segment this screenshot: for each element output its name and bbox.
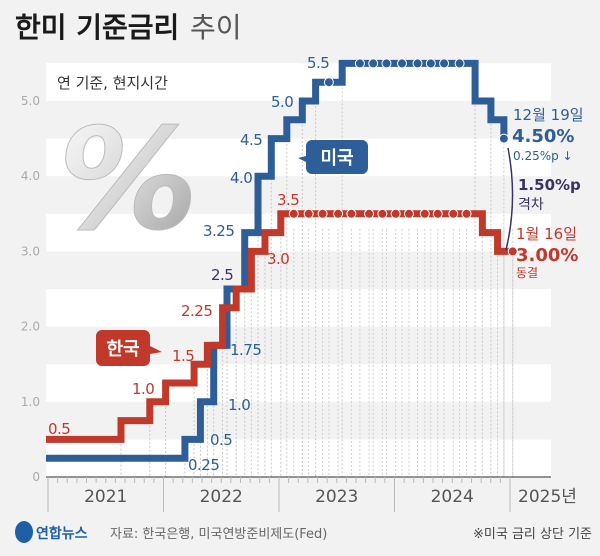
korea-label: 1.0 [132, 380, 154, 398]
x-tick-label: 2025년 [518, 487, 577, 507]
korea-label: 3.0 [267, 250, 289, 268]
korea-hold-dot [288, 208, 299, 219]
korea-hold-dot [461, 208, 472, 219]
y-axis: 0 1.0 2.0 3.0 4.0 5.0 [21, 94, 40, 484]
korea-value: 3.00% [516, 245, 578, 266]
korea-hold-dot [432, 208, 443, 219]
hold-dots [288, 58, 518, 257]
korea-date: 1월 16일 [516, 225, 577, 243]
korea-label: 3.5 [277, 191, 299, 209]
note: ※미국 금리 상단 기준 [473, 527, 592, 542]
us-label: 3.25 [203, 222, 234, 240]
grid-band [46, 138, 551, 177]
us-label: 4.5 [240, 131, 262, 149]
subtitle: 연 기준, 현지시간 [57, 74, 168, 92]
korea-labels: 0.5 1.0 1.5 2.25 3.0 3.5 [48, 191, 300, 438]
us-hold-dot [323, 77, 334, 88]
grid-band [46, 176, 551, 214]
korea-label: 1.5 [172, 347, 194, 365]
y-tick-label: 1.0 [21, 395, 40, 409]
us-label: 1.0 [228, 396, 250, 414]
y-tick-label: 4.0 [21, 169, 40, 183]
korea-hold-dot [303, 208, 314, 219]
y-tick-label: 0 [32, 470, 40, 484]
x-tick-label: 2021 [84, 487, 127, 507]
korea-hold-dot [448, 208, 459, 219]
us-value: 4.50% [512, 126, 574, 147]
us-rate-line [46, 59, 508, 462]
korea-hold-dot [346, 208, 357, 219]
korea-badge-label: 한국 [106, 339, 139, 360]
yonhap-logo-icon [15, 521, 33, 543]
us-label: 5.0 [271, 93, 293, 111]
y-tick-label: 5.0 [21, 94, 40, 108]
korea-hold-dot [377, 208, 388, 219]
gap-value: 1.50%p [518, 176, 581, 194]
us-hold-dot [354, 58, 365, 69]
us-hold-dot [425, 58, 436, 69]
korea-label: 0.5 [48, 420, 70, 438]
grid-band [46, 289, 551, 327]
us-label: 1.75 [230, 341, 261, 359]
korea-label: 2.25 [181, 302, 212, 320]
korea-hold-dot [317, 208, 328, 219]
us-label: 0.5 [210, 431, 232, 449]
us-labels: 0.25 0.5 1.0 1.75 2.5 3.25 4.0 4.5 5.0 5… [188, 54, 330, 474]
korea-hold-dot [333, 208, 344, 219]
title-bold: 한미 기준금리 [15, 11, 179, 44]
gap-label: 격차 [518, 197, 544, 213]
us-hold-dot [498, 133, 509, 144]
annotations: 12월 19일 4.50% 0.25%p ↓ 1.50%p 격차 1월 16일 … [512, 106, 584, 280]
percent-icon: % [58, 99, 198, 262]
us-hold-dot [396, 58, 407, 69]
korea-hold-dot [507, 246, 518, 257]
us-label: 0.25 [188, 456, 219, 474]
korea-hold-dot [403, 208, 414, 219]
us-hold-dot [381, 58, 392, 69]
logo-text: 연합뉴스 [36, 525, 88, 542]
us-hold-dot [412, 58, 423, 69]
y-tick-label: 3.0 [21, 244, 40, 258]
us-change: 0.25%p ↓ [513, 149, 573, 163]
source: 자료: 한국은행, 미국연방준비제도(Fed) [110, 526, 327, 542]
korea-hold-dot [390, 208, 401, 219]
x-tick-label: 2023 [315, 487, 358, 507]
y-tick-label: 2.0 [21, 320, 40, 334]
title-light: 추이 [190, 11, 242, 44]
korea-badge: 한국 [96, 330, 162, 366]
us-hold-dot [439, 58, 450, 69]
us-badge: 미국 [298, 140, 368, 174]
us-label: 5.5 [307, 54, 329, 72]
korea-hold-dot [419, 208, 430, 219]
us-hold-dot [368, 58, 379, 69]
footer: 연합뉴스 자료: 한국은행, 미국연방준비제도(Fed) ※미국 금리 상단 기… [15, 521, 592, 543]
x-tick-label: 2024 [431, 487, 474, 507]
korea-change: 동결 [516, 266, 538, 280]
us-hold-dot [454, 58, 465, 69]
us-label: 2.5 [211, 266, 233, 284]
us-badge-label: 미국 [320, 148, 353, 169]
us-label: 4.0 [230, 169, 252, 187]
x-tick-label: 2022 [200, 487, 243, 507]
gap-bracket [505, 147, 514, 251]
x-axis: 2021 2022 2023 2024 2025년 [46, 476, 577, 512]
korea-hold-dot [364, 208, 375, 219]
subtitle-box [47, 63, 300, 100]
us-date: 12월 19일 [513, 106, 584, 124]
